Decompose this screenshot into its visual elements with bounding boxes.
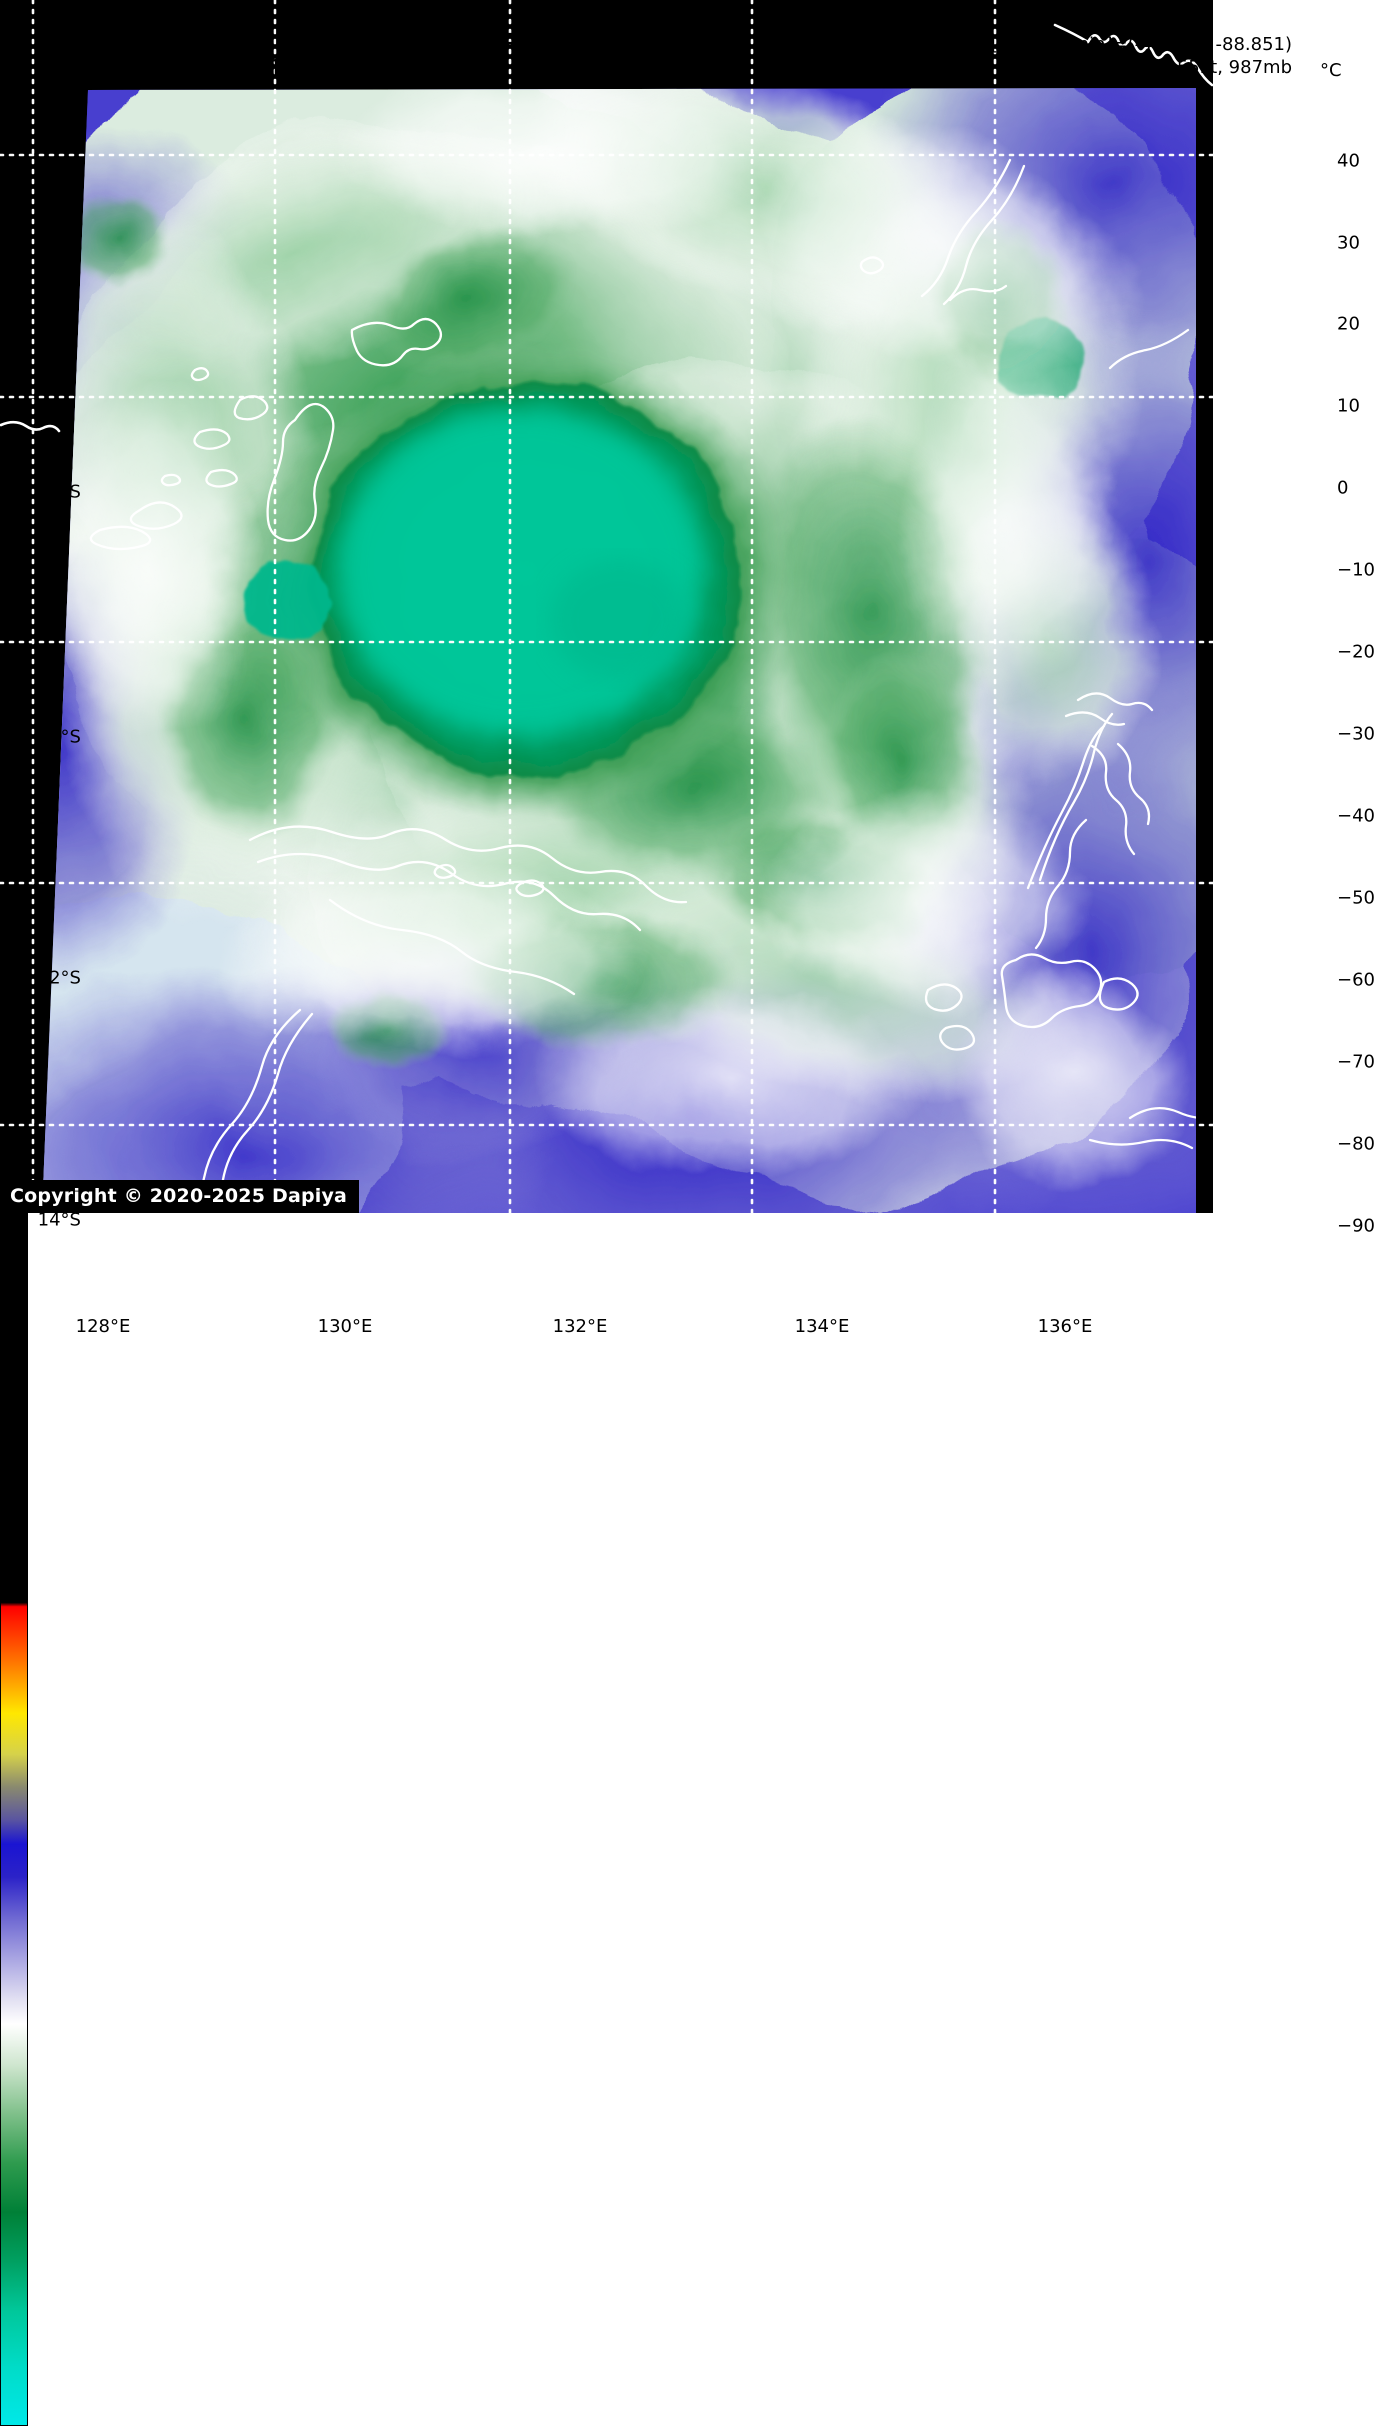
colorbar-tick--90: −90 (1337, 1215, 1375, 1237)
central-dense-overcast (265, 340, 795, 820)
lat-tick-14S: 14°S (37, 1209, 81, 1231)
colorbar-tick--10: −10 (1337, 559, 1375, 581)
metadata-block: [dmax, dmin]=(-44.489, -88.851) 05S.FINA… (991, 33, 1292, 80)
colorbar-tick--40: −40 (1337, 805, 1375, 827)
grid-lines (0, 0, 1213, 1213)
lon-tick-134E: 134°E (794, 1316, 850, 1337)
colorbar-tick--80: −80 (1337, 1133, 1375, 1155)
colorbar-tick-10: 10 (1337, 395, 1360, 417)
colorbar-unit-label: °C (1320, 60, 1342, 81)
colorbar (0, 1213, 28, 2426)
dmax-dmin-label: [dmax, dmin]=(-44.489, -88.851) (990, 34, 1292, 55)
timestamp-label: Time: 2025/11/19 08:47:30Z (70, 54, 444, 85)
colorbar-tick--30: −30 (1337, 723, 1375, 745)
colorbar-tick-30: 30 (1337, 232, 1360, 254)
colorbar-tick-0: 0 (1337, 477, 1349, 499)
lat-tick-6S: 6°S (49, 239, 81, 261)
colorbar-tick--50: −50 (1337, 887, 1375, 909)
storm-info-label: 05S.FINA | 55kt, 987mb (1077, 57, 1292, 79)
lon-tick-128E: 128°E (75, 1316, 131, 1337)
title-block: HIMAWARI-8 BAND08 TARGET AREA Time: 2025… (70, 20, 535, 88)
colorbar-tick--20: −20 (1337, 641, 1375, 663)
colorbar-tick--60: −60 (1337, 969, 1375, 991)
colorbar-tick-40: 40 (1337, 150, 1360, 172)
data-swath (42, 88, 1196, 1213)
lat-tick-10S: 10°S (37, 726, 81, 748)
colorbar-tick-20: 20 (1337, 313, 1360, 335)
lon-tick-130E: 130°E (317, 1316, 373, 1337)
satellite-image-plot[interactable]: Copyright © 2020-2025 Dapiya (0, 0, 1213, 1213)
lat-tick-8S: 8°S (49, 481, 81, 503)
satellite-imagery-canvas (0, 0, 1213, 1213)
lon-tick-136E: 136°E (1037, 1316, 1093, 1337)
copyright-watermark: Copyright © 2020-2025 Dapiya (0, 1180, 360, 1213)
page-title: HIMAWARI-8 BAND08 TARGET AREA (70, 21, 535, 51)
secondary-cold-cell (240, 560, 336, 640)
coastline-over-black (0, 23, 1213, 433)
lon-tick-132E: 132°E (552, 1316, 608, 1337)
lat-tick-12S: 12°S (37, 967, 81, 989)
colorbar-tick--70: −70 (1337, 1051, 1375, 1073)
